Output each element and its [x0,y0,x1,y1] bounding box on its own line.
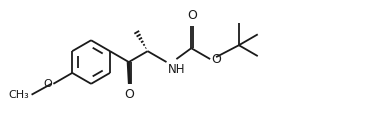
Text: O: O [187,10,197,22]
Text: O: O [44,79,52,89]
Text: NH: NH [168,63,185,76]
Text: CH₃: CH₃ [9,90,29,100]
Text: O: O [124,88,134,101]
Text: O: O [211,53,221,66]
